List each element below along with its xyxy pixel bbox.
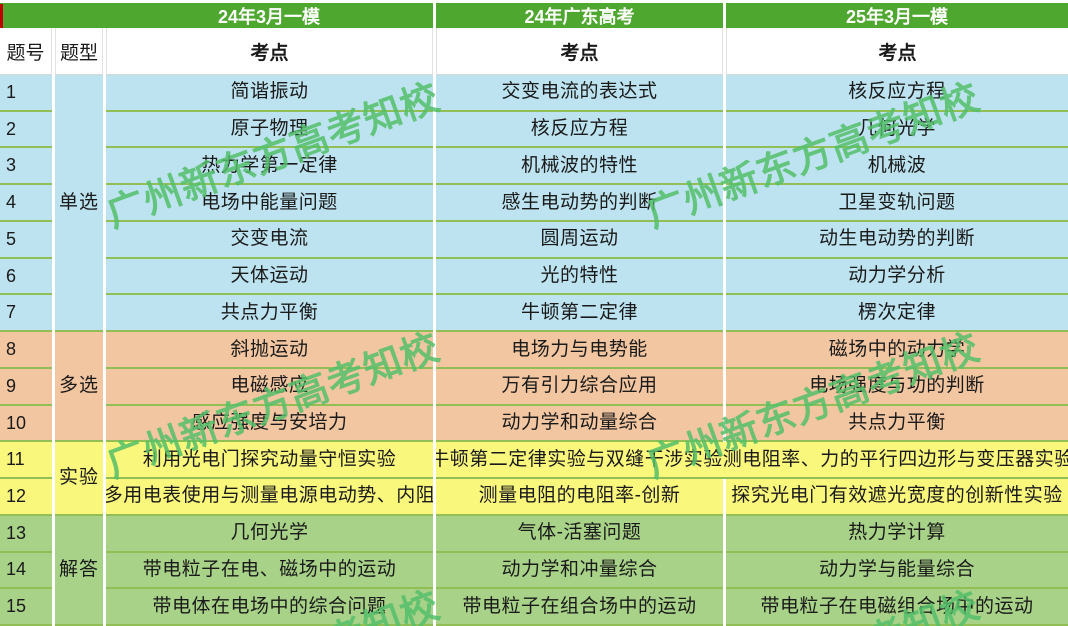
question-number-cell: 4 — [0, 185, 52, 222]
topic-cell: 斜抛运动 — [106, 332, 433, 369]
question-number-cell: 9 — [0, 368, 52, 406]
question-number-cell: 7 — [0, 295, 52, 333]
topic-cell: 万有引力综合应用 — [436, 368, 723, 406]
question-number-cell: 5 — [0, 221, 52, 259]
question-number-cell: 3 — [0, 148, 52, 186]
topic-cell: 交变电流 — [106, 221, 433, 259]
question-number-cell: 13 — [0, 515, 52, 553]
topic-cell: 共点力平衡 — [726, 405, 1068, 443]
column-header-topic-1: 考点 — [106, 28, 433, 75]
topic-cell: 动力学和冲量综合 — [436, 552, 723, 590]
topic-cell: 楞次定律 — [726, 295, 1068, 333]
topic-cell: 探究光电门有效遮光宽度的创新性实验 — [726, 479, 1068, 516]
topic-cell: 几何光学 — [106, 515, 433, 553]
topic-cell: 感应强度与安培力 — [106, 405, 433, 443]
topic-cell: 电磁感应 — [106, 368, 433, 406]
topic-cell: 带电粒子在电、磁场中的运动 — [106, 552, 433, 590]
topic-cell: 圆周运动 — [436, 221, 723, 259]
exam-period-header-1: 24年3月一模 — [105, 3, 433, 28]
column-gap — [723, 3, 726, 28]
column-header-question-type: 题型 — [55, 28, 103, 75]
column-header-question-number: 题号 — [0, 28, 52, 75]
topic-cell: 电场中能量问题 — [106, 185, 433, 222]
exam-period-spacer — [0, 3, 105, 28]
topic-cell: 动力学分析 — [726, 258, 1068, 296]
question-number-cell: 14 — [0, 552, 52, 590]
topic-cell: 核反应方程 — [726, 75, 1068, 112]
topic-cell: 热力学第一定律 — [106, 148, 433, 186]
question-number-cell: 10 — [0, 405, 52, 443]
topic-cell: 带电粒子在组合场中的运动 — [436, 589, 723, 626]
exam-period-header-3: 25年3月一模 — [726, 3, 1068, 28]
topic-cell: 利用光电门探究动量守恒实验 — [106, 442, 433, 480]
topic-cell: 热力学计算 — [726, 515, 1068, 553]
topic-cell-merged: 牛顿第二定律实验与双缝干涉实验测电阻率、力的平行四边形与变压器实验 — [436, 442, 1068, 480]
topic-cell: 带电体在电场中的综合问题 — [106, 589, 433, 626]
topic-cell: 几何光学 — [726, 111, 1068, 149]
topic-cell: 动力学与能量综合 — [726, 552, 1068, 590]
question-number-cell: 8 — [0, 332, 52, 369]
topic-cell: 核反应方程 — [436, 111, 723, 149]
topic-cell: 交变电流的表达式 — [436, 75, 723, 112]
topic-cell: 气体-活塞问题 — [436, 515, 723, 553]
question-number-cell: 2 — [0, 111, 52, 149]
exam-period-bar: 24年3月一模 24年广东高考 25年3月一模 — [0, 3, 1068, 28]
question-type-cell: 解答 — [55, 515, 103, 626]
question-number-cell: 6 — [0, 258, 52, 296]
topic-cell: 测量电阻的电阻率-创新 — [436, 479, 723, 516]
topic-cell: 简谐振动 — [106, 75, 433, 112]
topic-cell: 电场力与电势能 — [436, 332, 723, 369]
topic-cell: 多用电表使用与测量电源电动势、内阻 — [106, 479, 433, 516]
red-border-mark — [0, 4, 3, 28]
column-gap — [433, 3, 436, 28]
topic-cell: 机械波 — [726, 148, 1068, 186]
topic-cell: 感生电动势的判断 — [436, 185, 723, 222]
question-type-cell: 多选 — [55, 332, 103, 443]
topic-cell: 动力学和动量综合 — [436, 405, 723, 443]
topic-cell: 机械波的特性 — [436, 148, 723, 186]
column-header-topic-2: 考点 — [436, 28, 723, 75]
question-type-cell: 单选 — [55, 75, 103, 333]
question-type-cell: 实验 — [55, 442, 103, 516]
topic-cell: 原子物理 — [106, 111, 433, 149]
column-header-topic-3: 考点 — [726, 28, 1068, 75]
table-body: 单选 1 简谐振动 交变电流的表达式 核反应方程 2 原子物理 核反应方程 几何光学 3 热力学第一… — [0, 75, 1068, 626]
question-number-cell: 12 — [0, 479, 52, 516]
topic-cell: 磁场中的动力学 — [726, 332, 1068, 369]
topic-cell: 带电粒子在电磁组合场中的运动 — [726, 589, 1068, 626]
question-number-cell: 15 — [0, 589, 52, 626]
topic-cell: 电场强度与功的判断 — [726, 368, 1068, 406]
topic-cell: 牛顿第二定律 — [436, 295, 723, 333]
topic-cell: 卫星变轨问题 — [726, 185, 1068, 222]
question-number-cell: 11 — [0, 442, 52, 480]
topic-cell: 光的特性 — [436, 258, 723, 296]
topic-cell: 共点力平衡 — [106, 295, 433, 333]
table-header-row: 题号 题型 考点 考点 考点 — [0, 28, 1068, 75]
exam-period-header-2: 24年广东高考 — [436, 3, 723, 28]
topic-cell: 天体运动 — [106, 258, 433, 296]
question-number-cell: 1 — [0, 75, 52, 112]
topic-cell: 动生电动势的判断 — [726, 221, 1068, 259]
